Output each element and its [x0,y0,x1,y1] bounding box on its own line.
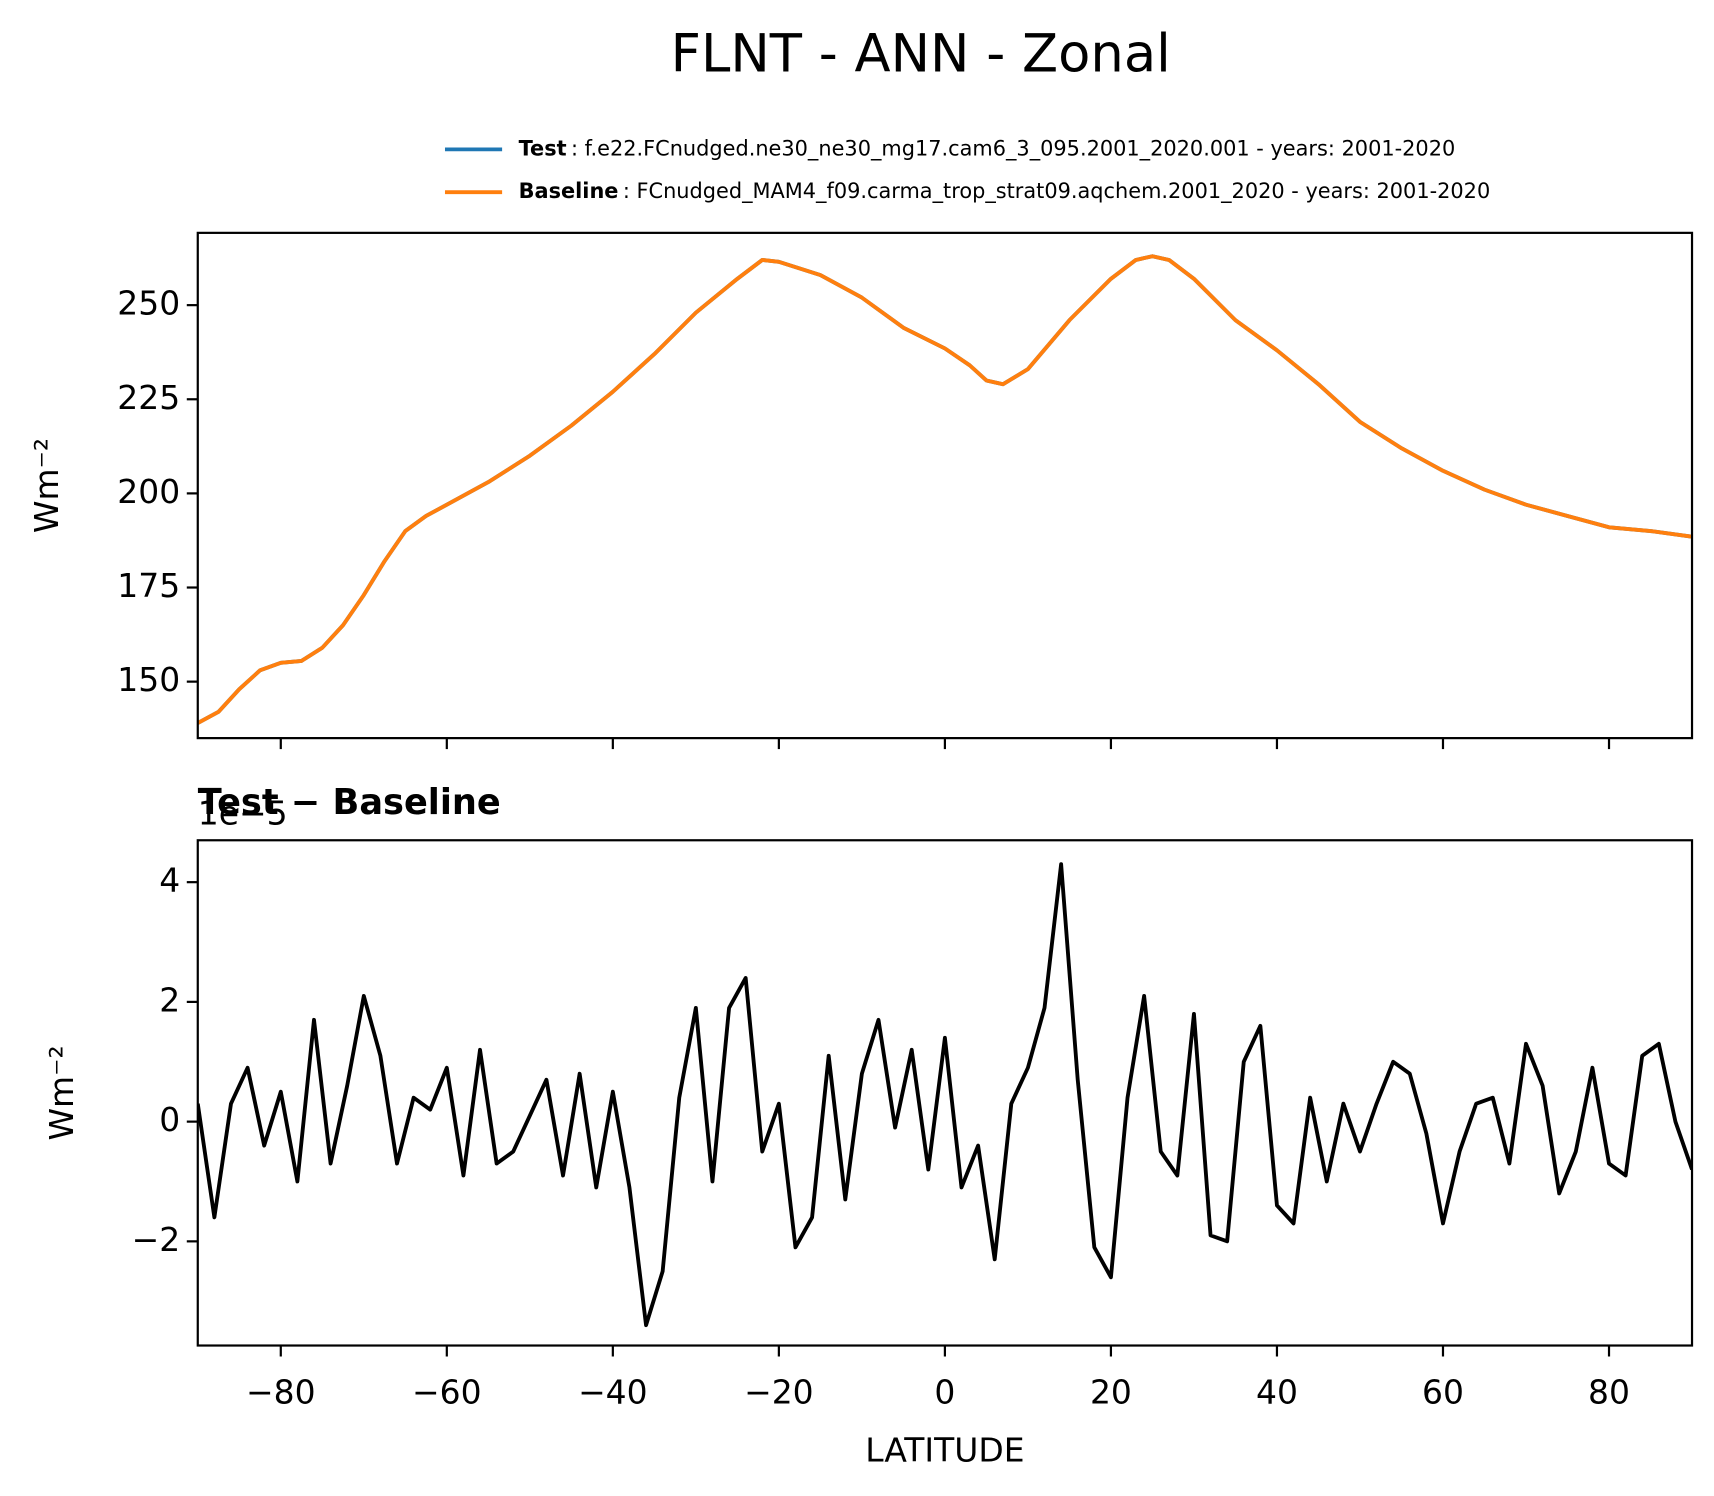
panel-title: Test − Baseline [198,782,501,823]
axes-frame [196,839,1694,1347]
y-tick-label: 4 [159,861,180,900]
y-axis-label: Wm⁻² [42,1045,81,1140]
y-tick-label: 175 [117,566,180,605]
y-tick-label: 200 [117,472,180,511]
x-tick-label: 40 [1256,1372,1298,1411]
chart-title: FLNT - ANN - Zonal [671,24,1171,85]
legend-entry: Baseline: FCnudged_MAM4_f09.carma_trop_s… [519,179,1491,204]
data-line [197,254,1693,725]
x-tick-label: 0 [934,1372,955,1411]
x-tick-label: 20 [1090,1372,1132,1411]
offset-text: 1e−5 [198,794,288,833]
x-tick-label: −60 [412,1372,482,1411]
data-line [197,254,1693,725]
axes-frame [196,231,1694,740]
x-axis-label: LATITUDE [865,1431,1024,1470]
legend-entry: Test: f.e22.FCnudged.ne30_ne30_mg17.cam6… [519,136,1456,161]
x-tick-label: 80 [1588,1372,1630,1411]
y-tick-label: 150 [117,660,180,699]
legend-name: Test [519,136,567,160]
x-tick-label: −20 [744,1372,814,1411]
x-tick-label: −80 [246,1372,316,1411]
legend-label: : f.e22.FCnudged.ne30_ne30_mg17.cam6_3_0… [571,136,1455,161]
data-line [197,862,1693,1328]
y-tick-label: 225 [117,378,180,417]
y-axis-label: Wm⁻² [27,438,66,533]
legend-label: : FCnudged_MAM4_f09.carma_trop_strat09.a… [623,179,1490,204]
y-tick-label: 0 [159,1100,180,1139]
y-tick-label: −2 [132,1220,181,1259]
x-tick-label: 60 [1422,1372,1464,1411]
x-tick-label: −40 [578,1372,648,1411]
y-tick-label: 250 [117,284,180,323]
y-tick-label: 2 [159,980,180,1019]
legend-name: Baseline [519,179,619,203]
